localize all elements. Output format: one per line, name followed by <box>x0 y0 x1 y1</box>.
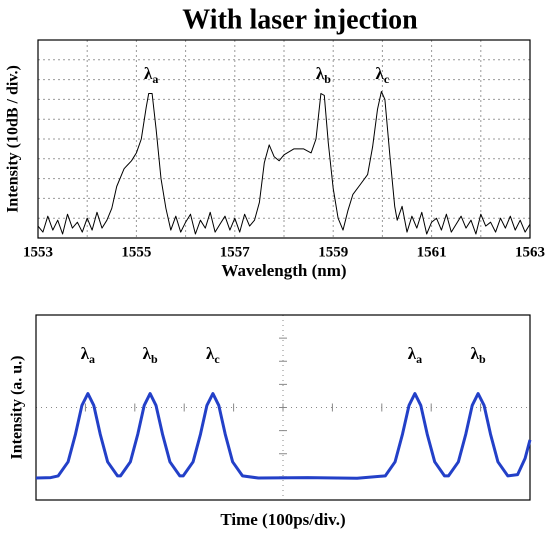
y-axis-label: Intensity (a. u.) <box>9 355 26 459</box>
x-axis-label: Time (100ps/div.) <box>220 510 345 529</box>
annotation: λb <box>143 344 158 366</box>
annotation: λb <box>471 344 486 366</box>
annotation-subscript: b <box>324 72 331 86</box>
annotation: λa <box>81 344 95 366</box>
annotation-subscript: b <box>479 352 486 366</box>
y-axis-label: Intensity (10dB / div.) <box>5 65 22 213</box>
x-tick-label: 1553 <box>23 244 53 260</box>
annotation: λa <box>408 344 422 366</box>
annotation-subscript: a <box>152 72 158 86</box>
annotation-subscript: c <box>214 352 220 366</box>
chart-title: With laser injection <box>182 4 418 35</box>
annotation-subscript: a <box>416 352 422 366</box>
x-tick-label: 1559 <box>318 244 348 260</box>
annotation-subscript: a <box>89 352 95 366</box>
annotation: λa <box>144 64 158 86</box>
annotation-subscript: b <box>151 352 158 366</box>
annotation-subscript: c <box>384 72 390 86</box>
annotation: λc <box>376 64 390 86</box>
x-tick-label: 1555 <box>121 244 151 260</box>
data-line <box>38 92 530 235</box>
annotation: λc <box>206 344 220 366</box>
figure: With laser injection 1553 1555 1557 1559 156… <box>0 0 550 533</box>
x-axis-label: Wavelength (nm) <box>221 261 346 280</box>
annotation: λb <box>316 64 331 86</box>
x-tick-label: 1557 <box>220 244 251 260</box>
x-tick-label: 1563 <box>515 244 545 260</box>
x-tick-label: 1561 <box>417 244 447 260</box>
